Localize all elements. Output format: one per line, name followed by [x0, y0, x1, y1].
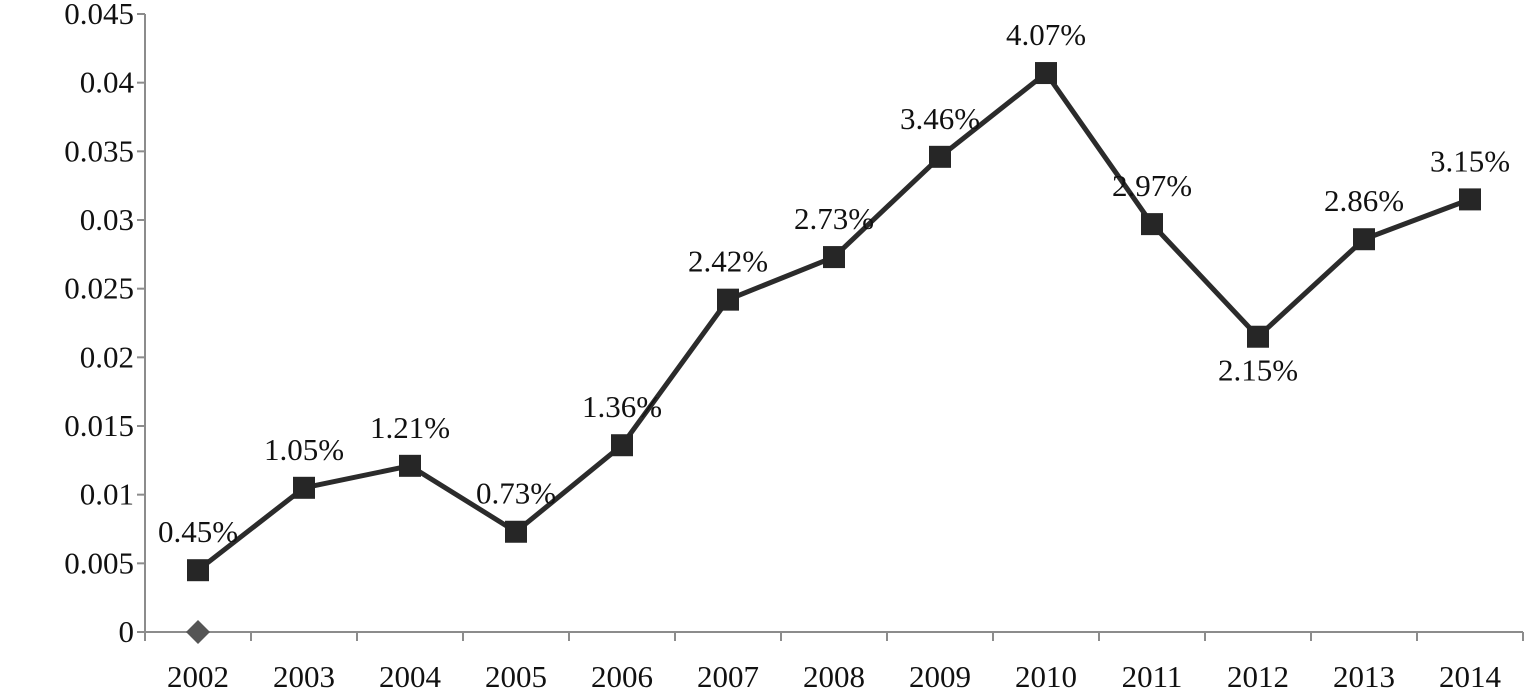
y-tick-label: 0.02 [80, 339, 134, 374]
x-tick-label: 2009 [909, 659, 971, 694]
data-label: 1.21% [370, 410, 450, 445]
data-label: 3.46% [900, 101, 980, 136]
baseline-diamond-marker [186, 620, 210, 644]
data-point-marker [187, 559, 209, 582]
y-tick-label: 0.04 [80, 65, 135, 100]
data-label: 2.97% [1112, 168, 1192, 203]
x-tick-label: 2011 [1122, 659, 1183, 694]
data-point-marker [1353, 228, 1375, 251]
data-point-marker [1459, 188, 1481, 211]
data-point-marker [399, 454, 421, 477]
series-layer [186, 62, 1481, 644]
x-axis: 2002 2003 2004 2005 2006 2007 2008 2009 2010 2011… [144, 631, 1524, 694]
data-point-marker [293, 476, 315, 499]
data-label: 2.42% [688, 244, 768, 279]
y-tick-label: 0.035 [64, 133, 134, 168]
data-point-marker [611, 434, 633, 457]
data-point-marker [505, 520, 527, 543]
y-tick-label: 0.015 [64, 408, 134, 443]
x-tick-label: 2013 [1333, 659, 1395, 694]
series-line [196, 70, 1471, 573]
x-tick-label: 2008 [803, 659, 865, 694]
y-tick-label: 0.005 [64, 545, 134, 580]
data-label: 2.15% [1218, 353, 1298, 388]
data-point-marker [717, 288, 739, 311]
data-label: 2.86% [1324, 183, 1404, 218]
data-label: 3.15% [1430, 143, 1510, 178]
data-point-marker [929, 145, 951, 168]
data-point-marker [823, 246, 845, 269]
y-tick-label: 0.045 [64, 0, 134, 31]
x-tick-label: 2007 [697, 659, 759, 694]
x-tick-label: 2005 [485, 659, 547, 694]
x-tick-label: 2014 [1439, 659, 1502, 694]
x-tick-label: 2003 [273, 659, 335, 694]
data-point-marker [1141, 213, 1163, 236]
data-point-marker [1247, 325, 1269, 348]
y-tick-label: 0.03 [80, 202, 134, 237]
data-point-marker [1035, 62, 1057, 85]
data-labels-layer: 0.45% 1.05% 1.21% 0.73% 1.36% 2.42% 2.73% 3.46%… [158, 17, 1510, 549]
data-label: 0.45% [158, 514, 238, 549]
data-label: 0.73% [476, 476, 556, 511]
x-tick-label: 2010 [1015, 659, 1077, 694]
x-tick-label: 2006 [591, 659, 653, 694]
data-label: 2.73% [794, 201, 874, 236]
data-label: 4.07% [1006, 17, 1086, 52]
data-label: 1.36% [582, 389, 662, 424]
y-tick-label: 0 [119, 614, 135, 649]
y-axis: 0 0.005 0.01 0.015 0.02 0.025 0.03 0.035 0.04 0.0… [64, 0, 146, 649]
x-tick-label: 2012 [1227, 659, 1289, 694]
data-label: 1.05% [264, 432, 344, 467]
x-tick-label: 2002 [167, 659, 229, 694]
x-tick-label: 2004 [379, 659, 442, 694]
y-tick-label: 0.025 [64, 271, 134, 306]
y-tick-label: 0.01 [80, 477, 134, 512]
